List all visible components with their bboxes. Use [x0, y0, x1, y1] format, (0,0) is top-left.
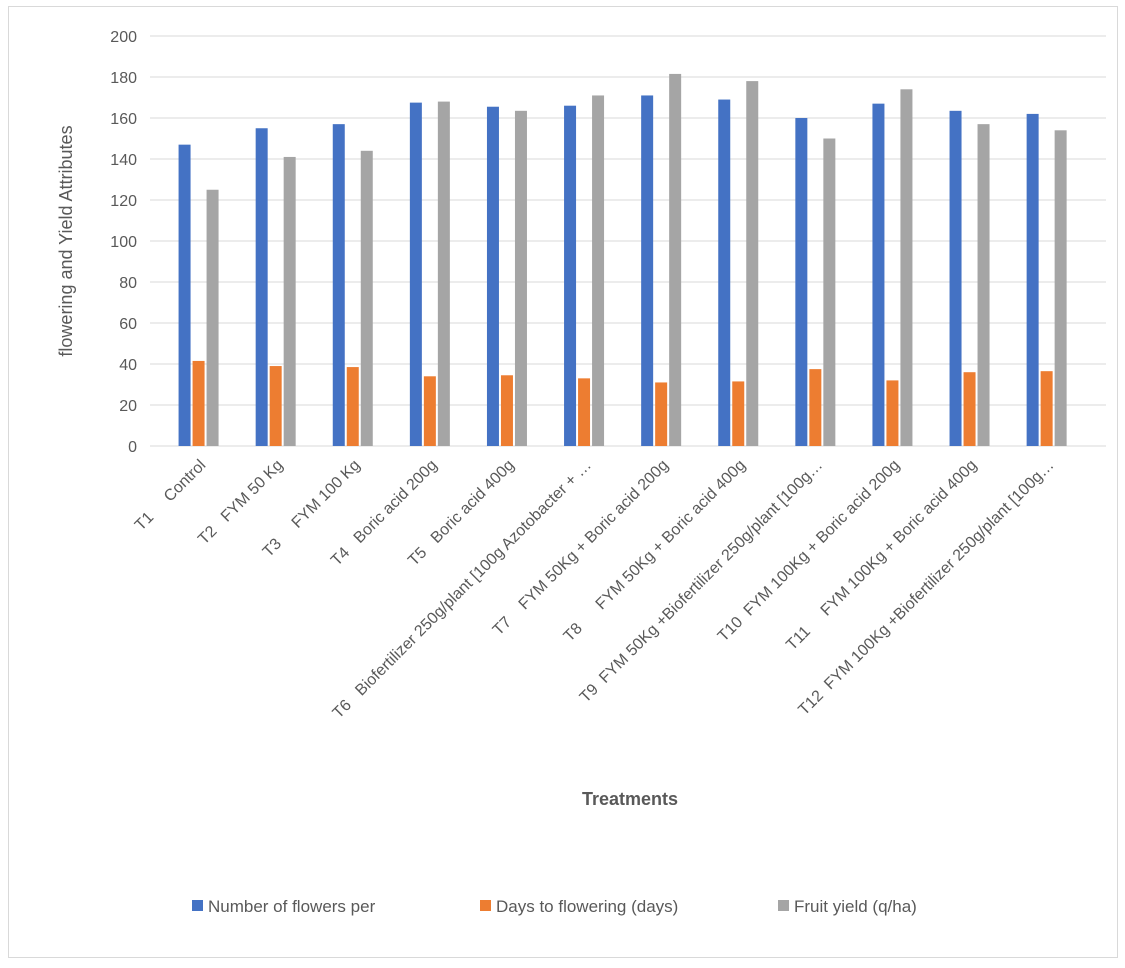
- y-tick-label: 120: [110, 193, 137, 210]
- y-tick-label: 80: [119, 275, 137, 292]
- bar: [949, 110, 962, 446]
- legend-swatch: [778, 900, 789, 911]
- bar: [718, 99, 731, 447]
- bar: [283, 156, 296, 446]
- bar-chart: 0 20 40 60 80 100 120 140 160 180 200 T1 ControlT2…: [56, 29, 1106, 916]
- x-axis-title: Treatments: [582, 789, 678, 809]
- bar: [795, 118, 808, 446]
- bar: [1026, 113, 1039, 447]
- x-tick-label: T1 Control: [132, 457, 209, 534]
- bar: [886, 380, 899, 446]
- legend: Number of flowers per Days to flowering (…: [192, 897, 917, 916]
- bar: [746, 81, 759, 446]
- legend-item: Days to flowering (days): [480, 897, 678, 916]
- legend-label: Days to flowering (days): [496, 897, 678, 916]
- y-tick-label: 0: [128, 439, 137, 456]
- bar: [963, 372, 976, 446]
- bar: [578, 378, 591, 446]
- y-tick-label: 160: [110, 111, 137, 128]
- bar: [564, 105, 577, 446]
- bar: [332, 124, 345, 447]
- bar: [514, 110, 527, 446]
- y-tick-label: 100: [110, 234, 137, 251]
- bar: [360, 150, 373, 447]
- bar: [346, 367, 359, 446]
- legend-swatch: [480, 900, 491, 911]
- bar: [641, 95, 654, 446]
- bar: [669, 73, 682, 447]
- y-tick-label: 200: [110, 29, 137, 46]
- bar: [500, 375, 513, 446]
- y-tick-label: 140: [110, 152, 137, 169]
- bar: [255, 128, 268, 446]
- bar: [977, 124, 990, 447]
- y-tick-label: 40: [119, 357, 137, 374]
- bar: [178, 144, 191, 446]
- y-tick-label: 20: [119, 398, 137, 415]
- bar: [437, 101, 450, 446]
- bar: [655, 382, 668, 446]
- bar: [900, 89, 913, 447]
- bar: [486, 106, 499, 446]
- bar: [1040, 371, 1053, 446]
- y-tick-label: 180: [110, 70, 137, 87]
- x-tick-label: T12 FYM 100Kg +Biofertilizer 250g/plant …: [795, 457, 1057, 719]
- gridlines: [150, 35, 1106, 447]
- bar: [269, 366, 282, 446]
- chart-area: 0 20 40 60 80 100 120 140 160 180 200 T1 Control T2…: [8, 6, 1118, 958]
- bar: [592, 95, 605, 446]
- bar: [823, 138, 836, 446]
- bar: [206, 189, 219, 446]
- legend-item: Fruit yield (q/ha): [778, 897, 917, 916]
- bars: [178, 73, 1067, 447]
- bar: [409, 102, 422, 446]
- bar: [1054, 130, 1067, 447]
- bar: [192, 360, 205, 446]
- y-tick-label: 60: [119, 316, 137, 333]
- bar: [423, 376, 436, 446]
- legend-swatch: [192, 900, 203, 911]
- legend-label: Fruit yield (q/ha): [794, 897, 917, 916]
- y-axis-title: flowering and Yield Attributes: [56, 125, 76, 356]
- legend-item: Number of flowers per: [192, 897, 376, 916]
- legend-label: Number of flowers per: [208, 897, 376, 916]
- y-tick-labels: 0 20 40 60 80 100 120 140 160 180 200: [110, 29, 137, 456]
- bar: [872, 103, 885, 447]
- bar: [809, 369, 822, 446]
- x-tick-label: T6 Biofertilizer 250g/plant [100g Azotob…: [330, 457, 595, 722]
- bar: [732, 381, 745, 446]
